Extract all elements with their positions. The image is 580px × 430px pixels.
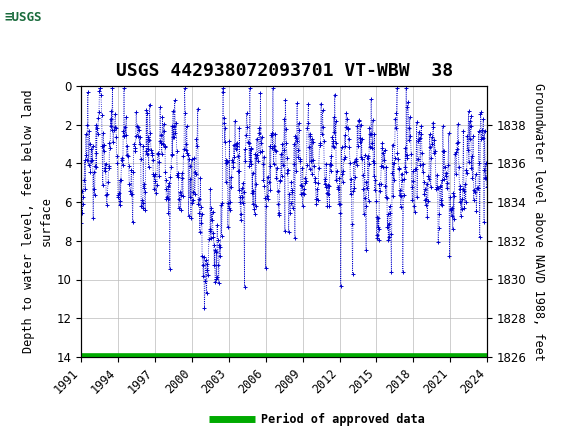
Text: ≡USGS: ≡USGS	[5, 11, 42, 24]
Y-axis label: Groundwater level above NAVD 1988, feet: Groundwater level above NAVD 1988, feet	[532, 83, 545, 360]
FancyBboxPatch shape	[2, 2, 60, 34]
Text: Period of approved data: Period of approved data	[261, 413, 425, 426]
Title: USGS 442938072093701 VT-WBW  38: USGS 442938072093701 VT-WBW 38	[115, 62, 453, 80]
Y-axis label: Depth to water level, feet below land
surface: Depth to water level, feet below land su…	[22, 89, 52, 353]
